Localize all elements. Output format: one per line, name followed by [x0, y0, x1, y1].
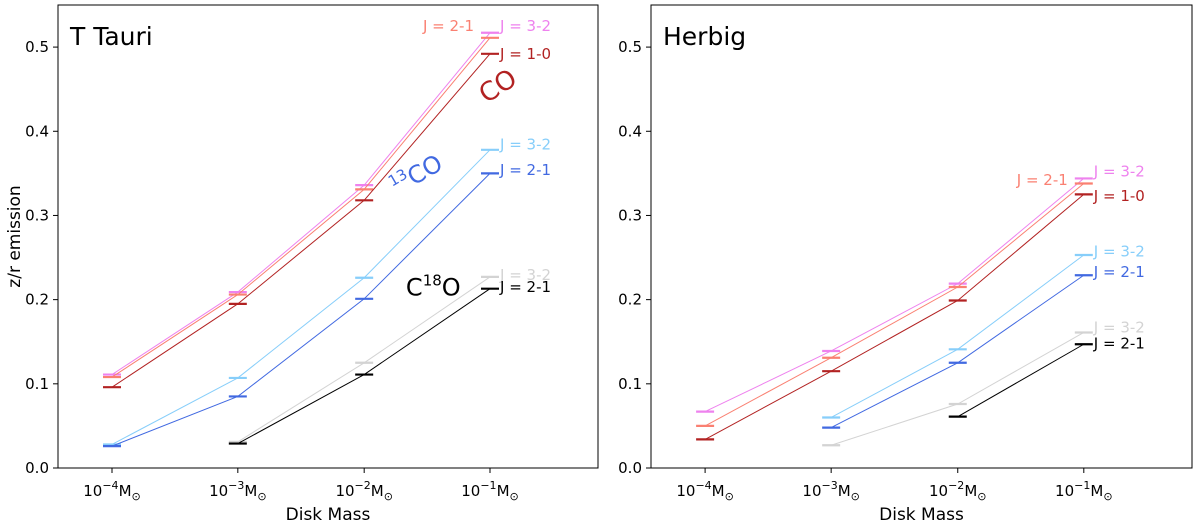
x-tick-label: 10−4M⊙ [83, 479, 140, 503]
x-tick-label: 10−3M⊙ [802, 479, 859, 503]
series-end-label: J = 3-2 [499, 136, 551, 154]
x-tick-label: 10−1M⊙ [1055, 479, 1112, 503]
y-tick-label: 0.0 [618, 459, 642, 477]
plot-frame [650, 4, 1193, 469]
y-tick-label: 0.1 [618, 375, 642, 393]
y-tick-label: 0.2 [618, 291, 642, 309]
y-tick-label: 0.0 [25, 459, 49, 477]
series-end-label: J = 3-2 [1093, 318, 1145, 336]
y-axis-label: z/r emission [5, 185, 25, 287]
species-label: CO [474, 64, 523, 110]
series-line [704, 183, 1085, 427]
panel-title: T Tauri [69, 22, 153, 51]
series-end-label: J = 1-0 [1093, 187, 1145, 205]
y-tick-label: 0.1 [25, 375, 49, 393]
y-tick-label: 0.5 [618, 38, 642, 56]
y-tick-label: 0.3 [618, 206, 642, 224]
y-tick-label: 0.2 [25, 291, 49, 309]
series-line [111, 149, 491, 445]
series-end-label: J = 3-2 [499, 17, 551, 35]
series-end-label: J = 3-2 [499, 266, 551, 284]
plot-frame [57, 4, 599, 469]
panel-title: Herbig [663, 22, 746, 51]
y-tick-label: 0.4 [618, 122, 642, 140]
x-tick-label: 10−3M⊙ [209, 479, 266, 503]
series-end-label: J = 2-1 [1016, 171, 1068, 189]
series-line [237, 276, 491, 443]
y-tick-label: 0.5 [25, 38, 49, 56]
series-end-label: J = 2-1 [499, 278, 551, 296]
series-line [957, 343, 1085, 418]
y-tick-label: 0.4 [25, 122, 49, 140]
x-tick-label: 10−2M⊙ [929, 479, 986, 503]
species-label: 13CO [385, 147, 447, 200]
series-line [111, 53, 491, 388]
series-end-label: J = 2-1 [499, 161, 551, 179]
x-tick-label: 10−1M⊙ [461, 479, 518, 503]
series-line [704, 194, 1085, 440]
series-line [237, 288, 491, 445]
series-line [111, 32, 491, 375]
series-line [111, 173, 491, 447]
x-axis-label: Disk Mass [879, 505, 964, 525]
series-end-label: J = 3-2 [1093, 163, 1145, 181]
series-end-label: J = 3-2 [1093, 243, 1145, 261]
x-tick-label: 10−4M⊙ [676, 479, 733, 503]
series-end-label: J = 1-0 [499, 45, 551, 63]
series-end-label: J = 2-1 [1093, 263, 1145, 281]
panel-herbig: 0.0 0.1 0.2 0.3 0.4 0.5 10−4M⊙ 10−3M⊙ 10−2M⊙ 10−1… [618, 4, 1193, 525]
panel-t-tauri: 0.0 0.1 0.2 0.3 0.4 0.5 10−4M⊙ 10−3M⊙ 10−2M⊙ 10−1… [5, 4, 599, 525]
series-end-label: J = 2-1 [422, 17, 474, 35]
y-tick-label: 0.3 [25, 206, 49, 224]
series-end-label: J = 2-1 [1093, 334, 1145, 352]
series-line [111, 37, 491, 378]
series-line [704, 178, 1085, 413]
x-tick-label: 10−2M⊙ [335, 479, 392, 503]
x-axis-label: Disk Mass [286, 505, 371, 525]
species-label: C18O [406, 271, 461, 301]
